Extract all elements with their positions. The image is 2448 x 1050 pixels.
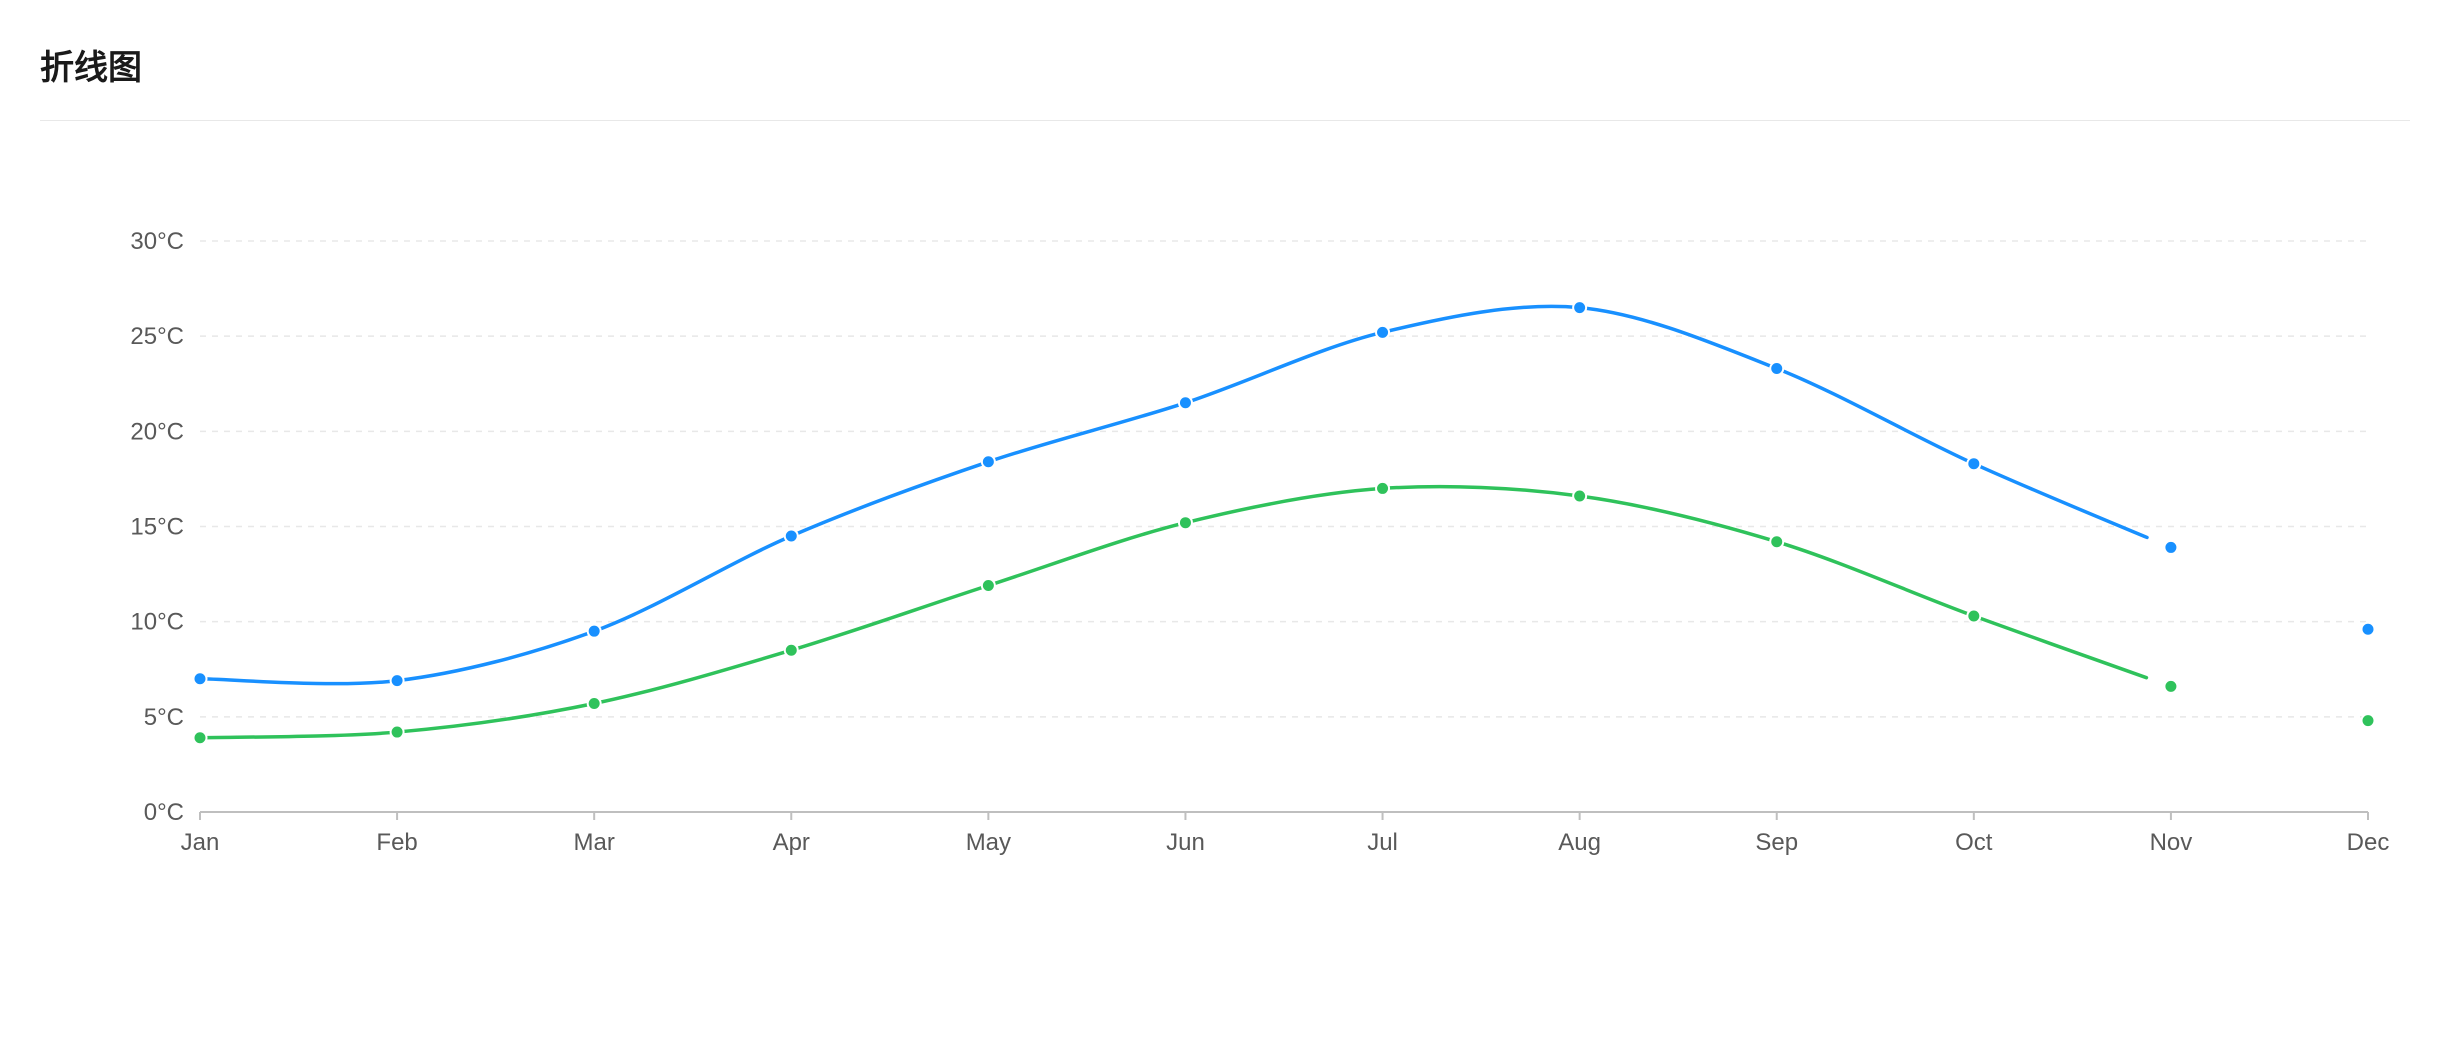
series-2-point (1966, 608, 1982, 624)
card-title: 折线图 (40, 48, 142, 88)
y-tick-label: 5°C (144, 704, 184, 731)
x-tick-label: Feb (376, 829, 417, 856)
series-1-point (1769, 361, 1785, 377)
series-1-point (783, 528, 799, 544)
series-1-point (1966, 456, 1982, 472)
series-2-point (192, 730, 208, 746)
x-tick-label: May (966, 829, 1011, 856)
title-divider (40, 120, 2410, 121)
series-1-line (198, 304, 2173, 686)
y-tick-label: 10°C (130, 609, 184, 636)
y-tick-label: 0°C (144, 799, 184, 826)
x-tick-label: Apr (773, 829, 810, 856)
y-tick-label: 30°C (130, 228, 184, 255)
series-1-point (1375, 324, 1391, 340)
series-1-point (1572, 300, 1588, 316)
series-2-point (2163, 678, 2179, 694)
y-tick-label: 15°C (130, 514, 184, 541)
x-tick-label: Aug (1558, 829, 1601, 856)
series-2-point (1375, 480, 1391, 496)
series-2-point (586, 696, 602, 712)
x-tick-label: Jul (1367, 829, 1398, 856)
series-2-point (980, 578, 996, 594)
x-tick-label: Jun (1166, 829, 1205, 856)
x-tick-label: Sep (1755, 829, 1798, 856)
series-1-point (192, 671, 208, 687)
x-tick-label: Mar (574, 829, 615, 856)
x-tick-label: Dec (2347, 829, 2390, 856)
series-2-point (2360, 713, 2376, 729)
series-1-point (389, 673, 405, 689)
series-2-point (389, 724, 405, 740)
series-2-point (1769, 534, 1785, 550)
series-2-point (1177, 515, 1193, 531)
series-1-point (980, 454, 996, 470)
y-tick-label: 20°C (130, 418, 184, 445)
x-tick-label: Oct (1955, 829, 1993, 856)
series-1-point (2163, 539, 2179, 555)
series-1-point (586, 623, 602, 639)
x-tick-label: Nov (2150, 829, 2193, 856)
y-tick-label: 25°C (130, 323, 184, 350)
series-1-point (2360, 621, 2376, 637)
x-tick-label: Jan (181, 829, 220, 856)
series-2-point (783, 642, 799, 658)
series-1-point (1177, 395, 1193, 411)
series-2-point (1572, 488, 1588, 504)
